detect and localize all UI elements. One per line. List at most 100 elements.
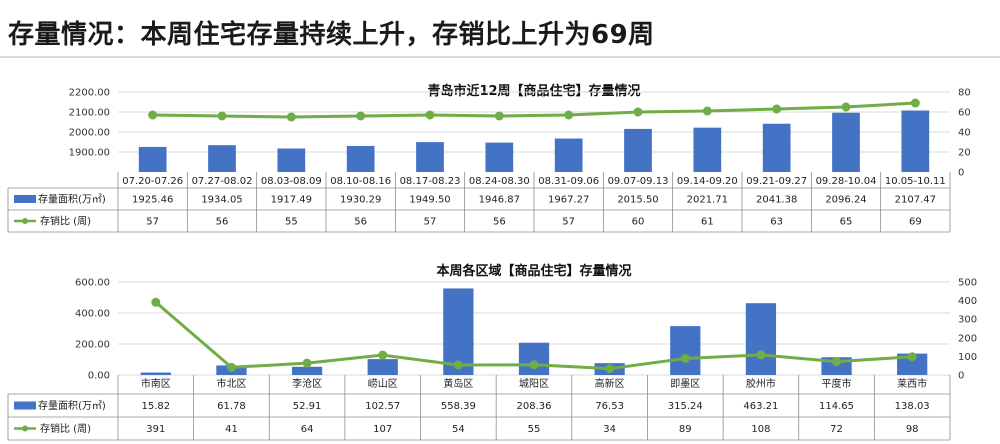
data-point [378,350,388,360]
line-value-cell: 34 [603,424,616,435]
data-point [226,362,236,372]
data-bar [485,142,514,172]
data-point [841,102,851,112]
data-point [772,104,782,114]
category-label: 08.24-08.30 [469,176,530,187]
data-point [832,357,842,367]
line-value-cell: 98 [906,424,919,435]
data-point [286,112,296,122]
right-axis-tick: 40 [958,128,971,139]
line-value-cell: 55 [528,424,541,435]
category-label: 即墨区 [670,378,700,390]
line-value-cell: 61 [701,217,714,228]
bar-value-cell: 15.82 [141,401,170,412]
category-label: 08.10-08.16 [330,176,391,187]
line-value-cell: 108 [751,424,770,435]
bar-value-cell: 61.78 [217,401,246,412]
data-point [494,111,504,121]
data-bar [745,303,777,375]
line-value-cell: 56 [354,217,367,228]
data-point [425,110,435,120]
line-value-cell: 41 [225,424,238,435]
data-bar [518,342,550,375]
headline-divider [0,56,1000,58]
category-label: 07.20-07.26 [122,176,183,187]
data-point [148,110,158,120]
page-headline: 存量情况：本周住宅存量持续上升，存销比上升为69周 [8,20,655,50]
bar-value-cell: 138.03 [895,401,930,412]
legend-bar-key [14,401,36,410]
data-bar [693,127,722,172]
data-point [302,358,312,368]
left-axis-tick: 1900.00 [69,148,110,159]
line-value-cell: 391 [146,424,165,435]
legend-line-label: 存销比 (周) [40,215,91,228]
bar-value-cell: 2021.71 [687,195,728,206]
right-axis-tick: 80 [958,88,971,99]
line-value-cell: 54 [452,424,465,435]
category-label: 08.31-09.06 [538,176,599,187]
data-point [564,110,574,120]
line-value-cell: 57 [424,217,437,228]
right-axis-tick: 100 [958,352,977,363]
category-label: 10.05-10.11 [885,176,946,187]
right-axis-tick: 400 [958,296,977,307]
right-axis-tick: 0 [958,371,964,382]
line-value-cell: 65 [840,217,853,228]
bar-value-cell: 102.57 [365,401,400,412]
data-point [910,98,920,108]
bar-value-cell: 558.39 [441,401,476,412]
category-label: 城阳区 [519,378,549,390]
legend-bar-label: 存量面积(万㎡) [38,399,106,412]
data-bar [138,146,167,172]
category-label: 高新区 [595,377,625,390]
line-value-cell: 89 [679,424,692,435]
category-label: 李沧区 [292,377,322,390]
left-axis-tick: 2000.00 [69,128,110,139]
bar-value-cell: 2015.50 [617,195,658,206]
right-axis-tick: 500 [958,278,977,289]
data-bar [554,138,583,172]
category-label: 黄岛区 [443,377,473,390]
bar-value-cell: 208.36 [517,401,552,412]
right-axis-tick: 200 [958,333,977,344]
line-value-cell: 57 [562,217,575,228]
legend-bar-label: 存量面积(万㎡) [38,193,106,206]
chart-title: 本周各区域【商品住宅】存量情况 [436,263,631,279]
category-label: 08.17-08.23 [400,176,461,187]
left-axis-tick: 2100.00 [69,108,110,119]
category-label: 09.28-10.04 [816,176,877,187]
data-point [702,106,712,116]
legend-line-label: 存销比 (周) [40,422,91,435]
line-value-cell: 56 [216,217,229,228]
bar-value-cell: 1925.46 [132,195,173,206]
data-bar [762,123,791,172]
line-value-cell: 64 [301,424,314,435]
bar-value-cell: 1934.05 [201,195,242,206]
data-bar [670,326,701,375]
line-value-cell: 57 [146,217,159,228]
left-axis-tick: 400.00 [75,309,110,320]
line-value-cell: 60 [632,217,645,228]
category-label: 09.21-09.27 [746,176,807,187]
data-point [151,297,161,307]
data-point [529,360,539,370]
category-label: 崂山区 [368,378,398,390]
category-label: 09.14-09.20 [677,176,738,187]
category-label: 市北区 [216,377,246,390]
data-bar [291,366,323,375]
legend-line-marker [22,218,28,224]
data-bar [624,128,652,172]
bar-value-cell: 315.24 [668,401,703,412]
data-point [356,111,366,121]
data-point [633,107,643,117]
left-axis-tick: 200.00 [75,340,110,351]
left-axis-tick: 600.00 [75,278,110,289]
category-label: 莱西市 [897,377,927,390]
category-label: 平度市 [822,377,852,390]
data-bar [901,110,930,172]
data-bar [346,145,375,172]
bar-value-cell: 1967.27 [548,195,589,206]
line-value-cell: 55 [285,217,298,228]
